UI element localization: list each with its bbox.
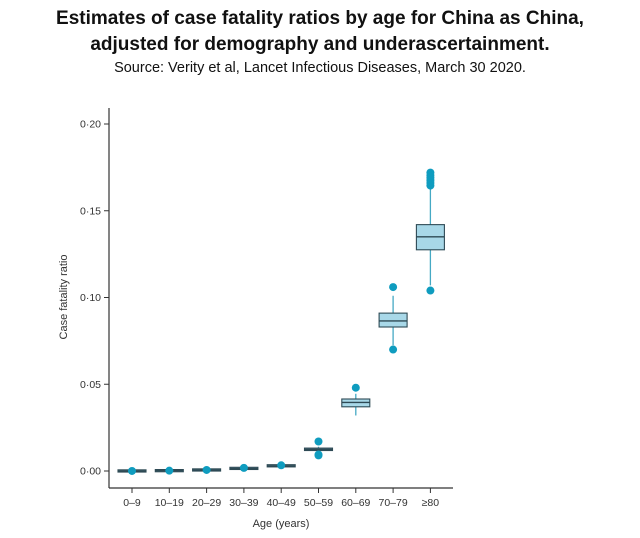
outlier-point xyxy=(314,451,323,460)
axes: 0·00 0·05 0·10 0·15 0·20 0–9 10–19 20–29 30–39 40… xyxy=(80,108,453,509)
outlier-point xyxy=(128,466,136,475)
box xyxy=(378,312,408,328)
box-group-2 xyxy=(192,465,222,474)
y-tick-label: 0·10 xyxy=(80,292,101,304)
x-tick-label: 40–49 xyxy=(267,497,296,509)
outlier-point xyxy=(165,466,174,475)
x-tick-label: 50–59 xyxy=(304,497,333,509)
x-tick-label: 70–79 xyxy=(378,497,407,509)
box-group-8 xyxy=(415,168,445,295)
outlier-point xyxy=(202,465,211,474)
x-tick-label: 10–19 xyxy=(155,497,184,509)
y-tick-label: 0·20 xyxy=(80,119,101,131)
box-group-4 xyxy=(266,461,296,470)
x-tick-label: 0–9 xyxy=(123,497,141,509)
chart-title-line-2: adjusted for demography and underascerta… xyxy=(90,34,550,55)
box-group-0 xyxy=(117,466,147,475)
y-axis-label: Case fatality ratio xyxy=(58,255,70,340)
y-tick-label: 0·15 xyxy=(80,205,101,217)
chart-subtitle: Source: Verity et al, Lancet Infectious … xyxy=(114,60,526,76)
outlier-point xyxy=(314,437,323,446)
y-tick-label: 0·00 xyxy=(80,466,101,478)
y-tick-label: 0·05 xyxy=(80,379,101,391)
x-tick-label: ≥80 xyxy=(422,497,440,509)
box-group-3 xyxy=(229,463,259,472)
x-axis-label: Age (years) xyxy=(253,518,310,530)
outlier-point xyxy=(389,283,398,292)
x-tick-label: 20–29 xyxy=(192,497,221,509)
outlier-point xyxy=(277,461,286,470)
box-group-1 xyxy=(154,466,184,475)
chart-title-line-1: Estimates of case fatality ratios by age… xyxy=(56,8,584,29)
outlier-point xyxy=(426,181,435,190)
outlier-point xyxy=(239,463,248,472)
x-tick-label: 60–69 xyxy=(341,497,370,509)
outlier-point xyxy=(389,345,398,354)
outlier-point xyxy=(426,286,435,295)
plot-marks xyxy=(117,168,445,475)
box-group-6 xyxy=(341,383,371,416)
box-group-5 xyxy=(303,437,334,460)
outlier-point xyxy=(351,383,360,392)
x-tick-label: 30–39 xyxy=(229,497,258,509)
box-group-7 xyxy=(378,283,408,354)
